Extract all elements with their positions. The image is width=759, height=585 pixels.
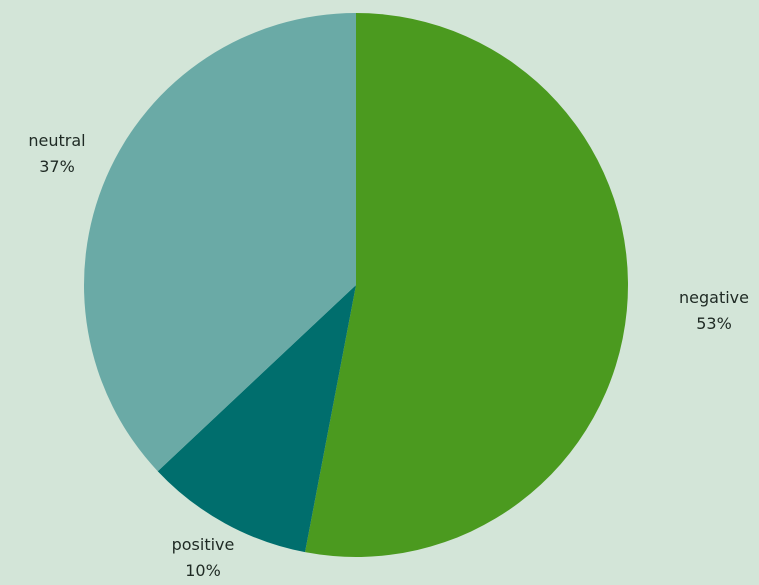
pie-slices <box>84 13 629 557</box>
slice-label-neutral: neutral <box>28 131 85 150</box>
pie-labels: negative 53% positive 10% neutral 37% <box>28 131 749 580</box>
pie-slice-positive <box>157 285 356 553</box>
slice-value-positive: 10% <box>185 561 221 580</box>
slice-value-neutral: 37% <box>39 157 75 176</box>
pie-slice-negative <box>305 13 629 557</box>
slice-label-negative: negative <box>679 288 749 307</box>
slice-label-positive: positive <box>172 535 235 554</box>
pie-slice-neutral <box>84 13 356 472</box>
slice-value-negative: 53% <box>696 314 732 333</box>
